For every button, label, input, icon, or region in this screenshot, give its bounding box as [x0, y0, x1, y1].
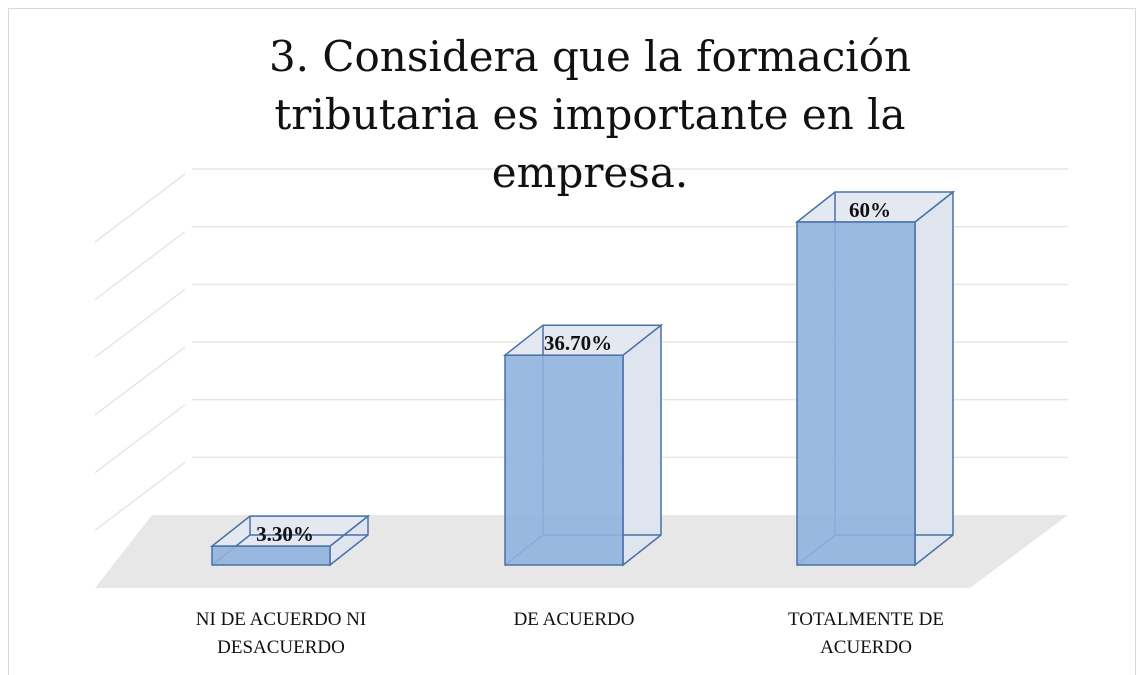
grid-line	[94, 231, 186, 301]
grid-line	[94, 404, 186, 474]
data-label: 36.70%	[544, 331, 612, 355]
chart-frame	[8, 8, 1136, 675]
grid-line	[94, 173, 186, 243]
bar-front	[796, 221, 916, 566]
bar	[794, 190, 956, 567]
chart-title: 3. Considera que la formación tributaria…	[268, 32, 912, 197]
bar-side	[622, 323, 662, 567]
data-label: 3.30%	[256, 522, 314, 546]
bar-front	[504, 354, 624, 566]
x-tick-label: TOTALMENTE DE ACUERDO	[788, 609, 944, 658]
bar	[209, 514, 371, 567]
grid-line	[94, 346, 186, 416]
grid-line	[94, 461, 186, 531]
data-label: 60%	[849, 198, 891, 222]
bar	[502, 323, 664, 567]
bar-side	[914, 190, 954, 567]
x-tick-label: DE ACUERDO	[513, 609, 635, 630]
x-tick-label: NI DE ACUERDO NI DESACUERDO	[195, 609, 367, 658]
grid-line	[94, 288, 186, 358]
bar-front	[211, 545, 331, 566]
